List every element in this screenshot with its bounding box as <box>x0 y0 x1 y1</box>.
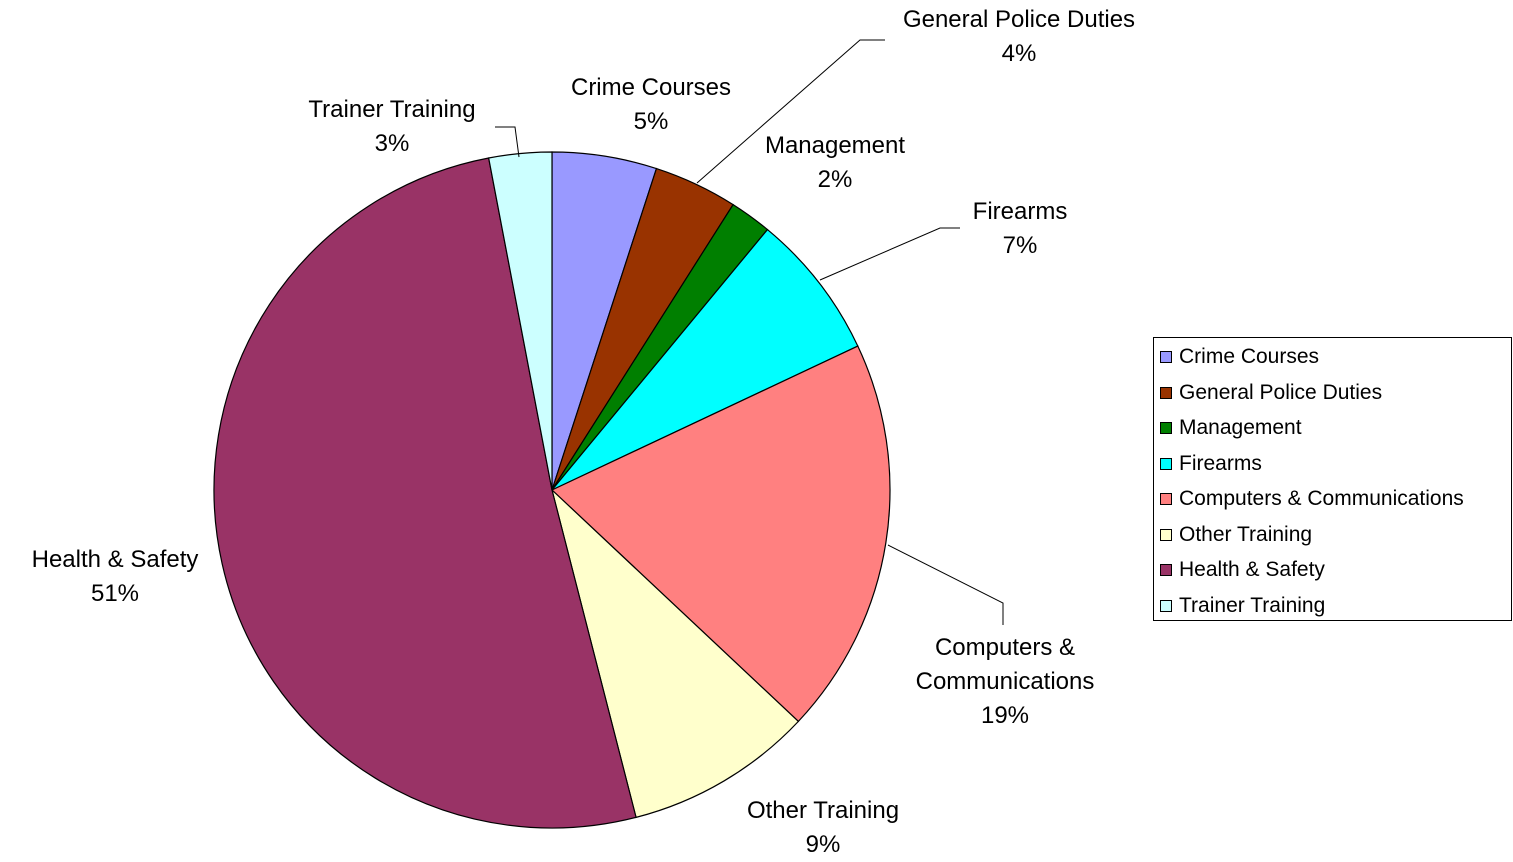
slice-name: General Police Duties <box>902 6 1136 33</box>
slice-percent: 3% <box>374 130 410 157</box>
pie-slice <box>551 228 859 491</box>
legend-label: Management <box>1179 416 1302 439</box>
slice-label: Crime Courses 5% <box>571 71 731 139</box>
legend-item: Firearms <box>1160 452 1262 476</box>
legend-item: Health & Safety <box>1160 558 1325 582</box>
legend-label: Other Training <box>1179 522 1313 546</box>
slice-label: Computers & Communications 19% <box>890 631 1120 733</box>
pie-slice <box>213 157 637 829</box>
pie-slice <box>550 488 800 819</box>
legend-item: Other Training <box>1160 523 1312 547</box>
legend-item: Trainer Training <box>1160 594 1325 618</box>
slice-name: Health & Safety <box>31 546 199 573</box>
legend-label: Health & Safety <box>1179 558 1325 581</box>
slice-percent: 4% <box>1001 40 1037 67</box>
slice-name: Trainer Training <box>308 96 476 123</box>
legend-item: Computers & Communications <box>1160 487 1464 511</box>
legend-label: Crime Courses <box>1179 345 1320 368</box>
slice-name: Firearms <box>972 198 1068 225</box>
legend-label: Firearms <box>1179 451 1262 475</box>
leader-line <box>819 227 960 281</box>
legend-swatch <box>1160 351 1172 363</box>
legend-swatch <box>1160 599 1172 612</box>
slice-percent: 51% <box>90 580 140 607</box>
leader-line <box>696 39 885 184</box>
slice-name: Computers & Communications <box>915 634 1095 695</box>
legend-swatch <box>1160 457 1172 470</box>
legend-swatch <box>1160 422 1172 434</box>
slice-percent: 19% <box>980 702 1030 729</box>
slice-label: Firearms 7% <box>973 195 1068 263</box>
slice-percent: 7% <box>1002 232 1038 259</box>
legend-swatch <box>1160 386 1172 399</box>
slice-percent: 2% <box>817 166 853 193</box>
legend-swatch <box>1160 528 1172 541</box>
slice-name: Other Training <box>746 797 900 824</box>
slice-name: Crime Courses <box>570 74 732 101</box>
legend-label: Trainer Training <box>1179 593 1326 617</box>
legend-swatch <box>1160 493 1172 505</box>
leader-line <box>495 126 520 158</box>
legend-swatch <box>1160 564 1172 576</box>
slice-percent: 5% <box>633 108 669 135</box>
slice-name: Management <box>764 132 906 159</box>
slice-label: Health & Safety 51% <box>32 543 199 611</box>
pie-slice <box>487 151 553 491</box>
legend-label: Computers & Communications <box>1179 487 1464 510</box>
legend-label: General Police Duties <box>1179 380 1383 404</box>
slice-label: Other Training 9% <box>747 794 899 862</box>
slice-label: Trainer Training 3% <box>308 93 475 161</box>
leader-line <box>887 544 1004 625</box>
legend-item: Crime Courses <box>1160 345 1319 369</box>
legend-item: Management <box>1160 416 1302 440</box>
legend: Crime Courses General Police Duties Manage… <box>1153 337 1512 621</box>
pie-slice <box>550 345 891 723</box>
legend-item: General Police Duties <box>1160 381 1382 405</box>
slice-label: Management 2% <box>765 129 905 197</box>
slice-label: General Police Duties 4% <box>903 3 1135 71</box>
slice-percent: 9% <box>805 831 841 858</box>
